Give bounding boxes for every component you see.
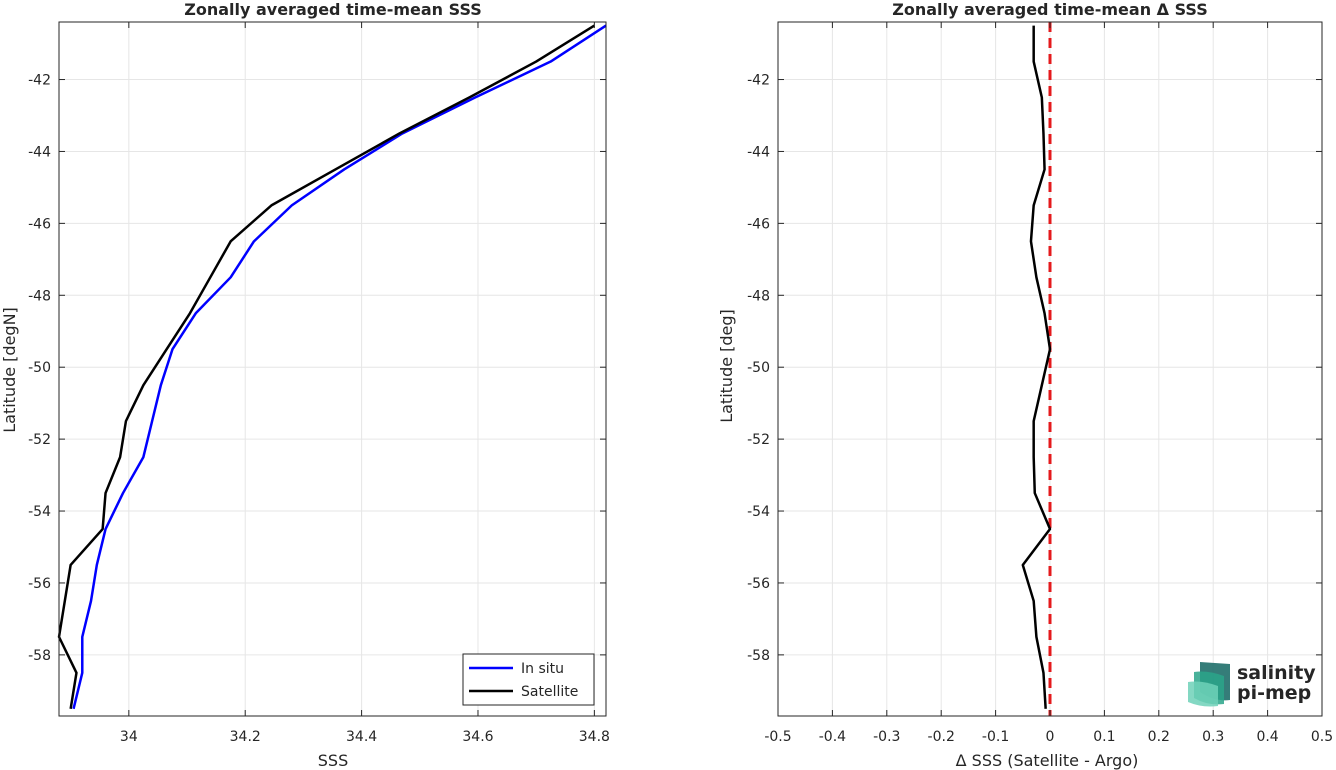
sss-x-tick-label: 34.4 <box>346 729 377 745</box>
sss-y-tick-label: -56 <box>28 576 51 592</box>
sss-y-tick-label: -52 <box>28 432 51 448</box>
delta-sss-panel: -0.5 -0.4 -0.3 -0.2 -0.1 0 0.1 0.2 0.3 0.4 0.5 -58 -… <box>717 0 1333 770</box>
sss-legend-label: In situ <box>521 661 564 677</box>
salinity-pi-mep-logo: salinity pi-mep <box>1188 662 1316 707</box>
delta-sss-x-tick-label: 0 <box>1046 729 1055 745</box>
logo-line2: pi-mep <box>1237 682 1311 704</box>
delta-sss-y-tick-label: -44 <box>747 144 770 160</box>
sss-series-satellite <box>57 24 596 710</box>
sss-y-tick-label: -42 <box>28 73 51 89</box>
delta-sss-x-tick-label: -0.2 <box>928 729 955 745</box>
delta-sss-axes: -0.5 -0.4 -0.3 -0.2 -0.1 0 0.1 0.2 0.3 0.4 0.5 -58 -… <box>747 21 1333 745</box>
delta-sss-y-tick-label: -50 <box>747 360 770 376</box>
sss-series-in-situ <box>72 24 607 710</box>
sss-y-tick-label: -44 <box>28 144 51 160</box>
delta-sss-x-axis-label: Δ SSS (Satellite - Argo) <box>956 751 1139 770</box>
delta-sss-y-tick-label: -54 <box>747 504 770 520</box>
delta-sss-y-tick-label: -48 <box>747 288 770 304</box>
sss-panel: 34 34.2 34.4 34.6 34.8 -58 -56 -54 -52 -50 -48 -46 -… <box>0 0 610 770</box>
sss-axes-box <box>58 21 607 717</box>
wave-stack-icon <box>1188 662 1230 707</box>
delta-sss-title: Zonally averaged time-mean Δ SSS <box>892 0 1208 19</box>
delta-sss-x-tick-label: 0.1 <box>1093 729 1115 745</box>
delta-sss-y-axis-label: Latitude [deg] <box>717 309 736 423</box>
sss-legend-box <box>462 653 595 706</box>
delta-sss-x-tick-label: -0.3 <box>873 729 900 745</box>
delta-sss-y-tick-label: -52 <box>747 432 770 448</box>
sss-x-axis-label: SSS <box>318 751 348 770</box>
sss-y-tick-label: -50 <box>28 360 51 376</box>
sss-legend: In situ Satellite <box>462 653 595 706</box>
sss-x-tick-label: 34.6 <box>462 729 493 745</box>
sss-y-axis-label: Latitude [degN] <box>0 307 19 433</box>
delta-sss-x-tick-label: 0.4 <box>1256 729 1278 745</box>
sss-plot-area <box>59 22 606 716</box>
sss-y-tick-label: -58 <box>28 648 51 664</box>
sss-y-tick-label: -54 <box>28 504 51 520</box>
delta-sss-x-tick-label: -0.1 <box>982 729 1009 745</box>
sss-x-tick-label: 34.2 <box>230 729 261 745</box>
delta-sss-series-delta <box>1021 25 1052 709</box>
sss-x-tick-label: 34.8 <box>579 729 610 745</box>
sss-x-tick-label: 34 <box>120 729 138 745</box>
delta-sss-x-tick-label: -0.5 <box>764 729 791 745</box>
delta-sss-x-tick-label: -0.4 <box>819 729 846 745</box>
sss-y-tick-label: -46 <box>28 216 51 232</box>
delta-sss-x-tick-label: 0.3 <box>1202 729 1224 745</box>
sss-title: Zonally averaged time-mean SSS <box>184 0 482 19</box>
delta-sss-x-tick-label: 0.5 <box>1311 729 1333 745</box>
logo-line1: salinity <box>1237 662 1316 684</box>
sss-axes: 34 34.2 34.4 34.6 34.8 -58 -56 -54 -52 -50 -48 -46 -… <box>28 21 610 745</box>
sss-y-tick-label: -48 <box>28 288 51 304</box>
sss-legend-label: Satellite <box>521 684 578 700</box>
delta-sss-y-tick-label: -58 <box>747 648 770 664</box>
delta-sss-y-tick-label: -46 <box>747 216 770 232</box>
delta-sss-y-tick-label: -42 <box>747 73 770 89</box>
delta-sss-y-tick-label: -56 <box>747 576 770 592</box>
delta-sss-x-tick-label: 0.2 <box>1148 729 1170 745</box>
